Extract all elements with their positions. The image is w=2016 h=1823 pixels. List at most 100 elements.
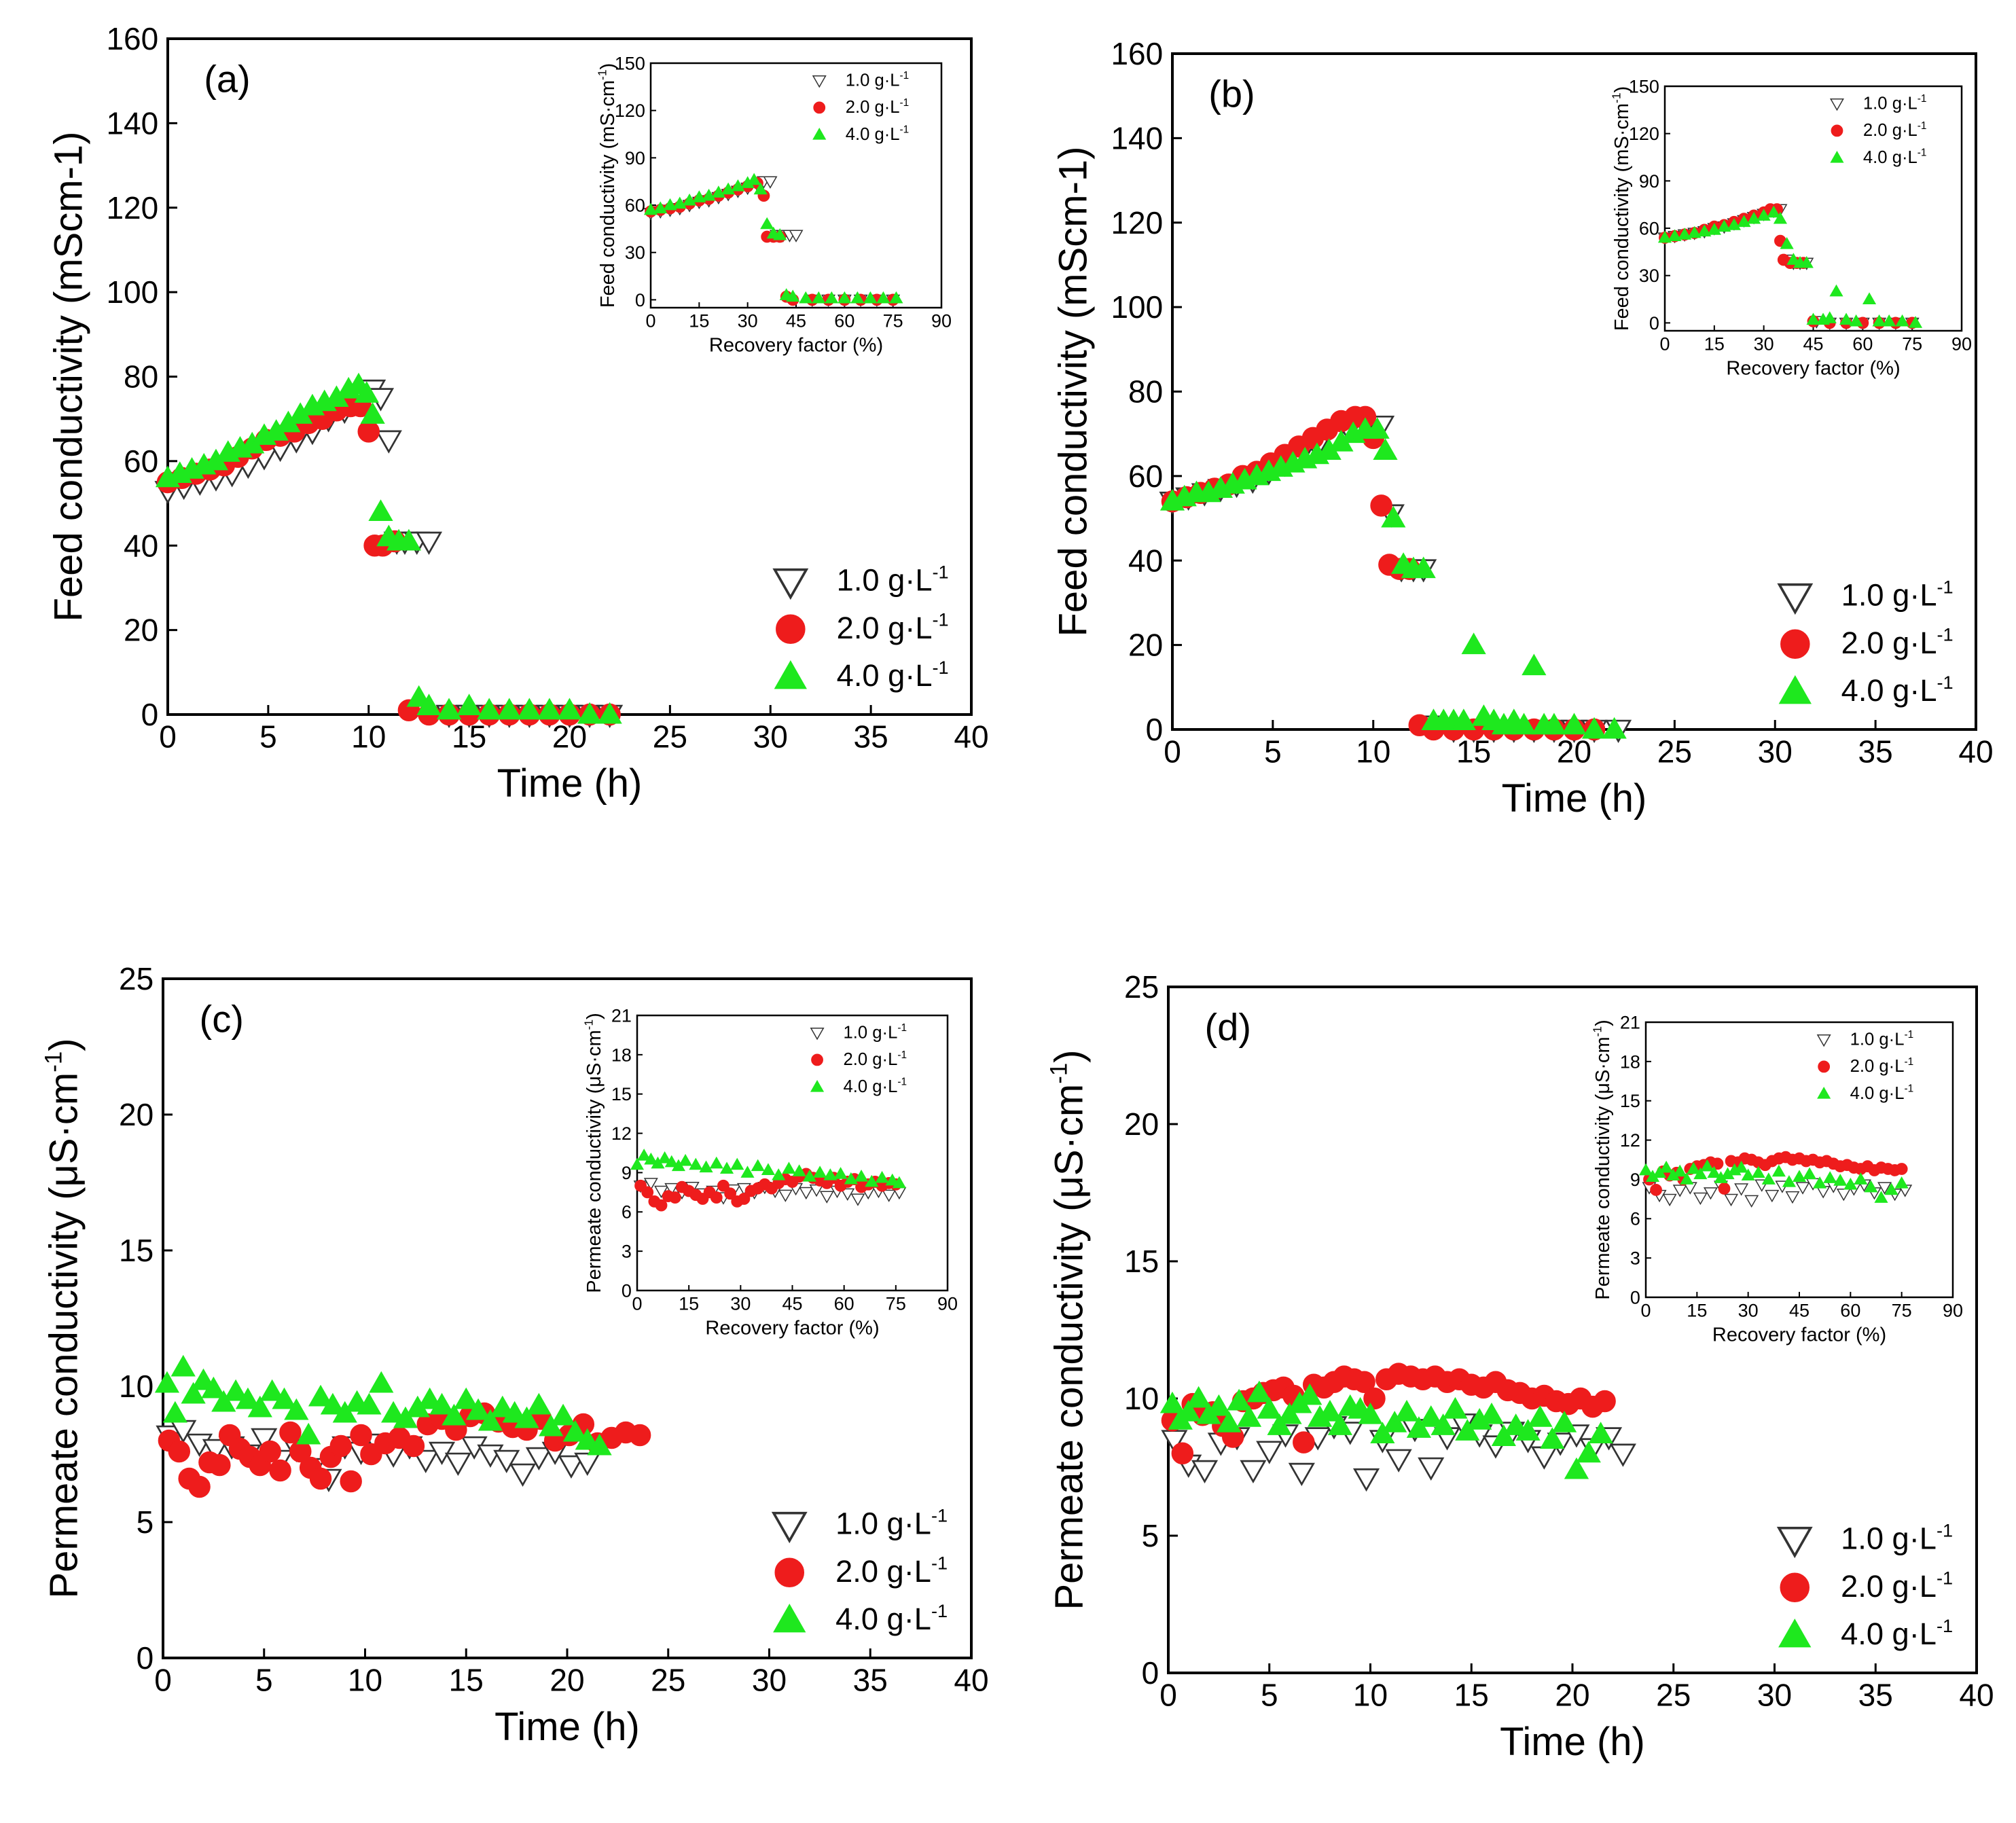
y-tick-label: 21: [1620, 1012, 1640, 1032]
legend-label-sup: -1: [900, 124, 910, 136]
y-tick-label: 40: [1128, 543, 1163, 578]
data-point: [643, 1178, 658, 1191]
data-point: [454, 1387, 479, 1409]
data-point: [792, 1164, 806, 1176]
legend-marker: [771, 1511, 808, 1544]
y-tick-label: 18: [611, 1045, 632, 1065]
legend-label-sup: -1: [1937, 1568, 1953, 1589]
data-point: [709, 1156, 723, 1169]
x-tick-label: 0: [632, 1293, 642, 1314]
legend-label-sup: -1: [1937, 1520, 1953, 1541]
legend-label: 1.0 g·L-1: [844, 1022, 907, 1042]
data-point: [1737, 215, 1751, 228]
data-point: [882, 1189, 897, 1202]
y-axis-label-sup: -1: [40, 1051, 67, 1072]
data-point: [772, 1168, 786, 1180]
data-point: [1799, 255, 1814, 268]
y-axis-label: Feed conductivity (mScm-1): [47, 132, 91, 622]
x-tick-label: 75: [886, 1293, 906, 1314]
y-tick-label: 9: [1630, 1170, 1640, 1190]
data-point: [717, 1179, 730, 1192]
data-point: [1171, 1442, 1194, 1465]
y-tick-label: 160: [1111, 36, 1163, 71]
data-point: [875, 1170, 889, 1183]
legend-label-text: 1.0 g·L: [846, 71, 900, 90]
data-point: [557, 698, 582, 720]
chart-c-inset: 0 15 30 45 60 75 90 0 3 6 9 12 15 18 21 Recovery factor…: [581, 1005, 958, 1339]
y-axis-label-text: Feed conductivity (mScm-1): [47, 132, 91, 622]
x-axis-label: Recovery factor (%): [1712, 1324, 1886, 1346]
y-tick-label: 30: [625, 242, 645, 263]
data-point: [429, 1392, 454, 1415]
y-tick-label: 100: [1111, 289, 1163, 325]
legend-label-text: 1.0 g·L: [844, 1023, 898, 1042]
x-tick-label: 15: [449, 1662, 484, 1697]
data-point: [259, 1379, 285, 1401]
x-tick-label: 45: [782, 1293, 802, 1314]
data-point: [332, 1401, 357, 1423]
y-tick-label: 6: [1630, 1209, 1640, 1229]
data-point: [162, 1401, 187, 1423]
x-axis-label: Recovery factor (%): [1726, 358, 1900, 380]
data-point: [876, 291, 890, 304]
x-tick-label: 10: [1353, 1677, 1388, 1712]
data-point: [235, 1387, 261, 1409]
data-point: [251, 1428, 278, 1451]
legend-label-sup: -1: [1918, 120, 1927, 132]
y-tick-label: 12: [611, 1123, 632, 1144]
legend-label: 4.0 g·L-1: [835, 1600, 948, 1636]
data-point: [1363, 1387, 1386, 1410]
legend-label-text: 1.0 g·L: [1841, 1521, 1937, 1556]
legend-marker: [812, 75, 827, 88]
y-tick-label: 3: [1630, 1248, 1640, 1269]
y-tick-label: 30: [1639, 266, 1659, 286]
legend-marker: [773, 1604, 806, 1633]
x-tick-label: 0: [645, 310, 655, 331]
legend-label: 1.0 g·L-1: [846, 70, 910, 90]
data-point: [1795, 1182, 1810, 1195]
y-axis-label-end: ): [1047, 1049, 1092, 1062]
data-point: [1707, 223, 1721, 235]
data-point: [653, 201, 668, 214]
y-tick-label: 20: [124, 613, 158, 648]
data-point: [393, 1406, 418, 1428]
data-point: [478, 1409, 503, 1431]
x-tick-label: 30: [1757, 1677, 1792, 1712]
data-point: [272, 1387, 297, 1409]
series-3: [643, 173, 903, 304]
data-point: [465, 1398, 491, 1420]
data-point: [655, 1199, 668, 1212]
y-axis-label-sup: -1: [581, 1019, 595, 1030]
legend-label: 4.0 g·L-1: [1841, 1615, 1953, 1651]
data-point: [502, 1401, 527, 1423]
x-tick-label: 15: [1454, 1677, 1489, 1712]
legend-label-sup: -1: [931, 1505, 948, 1526]
legend-label: 4.0 g·L-1: [837, 657, 949, 693]
x-tick-label: 60: [834, 310, 854, 331]
data-point: [247, 1395, 272, 1418]
data-point: [1877, 1182, 1892, 1195]
legend-marker: [810, 1028, 825, 1041]
legend-marker: [1816, 1034, 1831, 1047]
y-axis-label-text: Feed conductivity (mS·cm: [1611, 103, 1633, 331]
x-tick-label: 75: [1902, 333, 1922, 354]
legend-label-text: 4.0 g·L: [835, 1602, 931, 1636]
data-point: [1785, 1191, 1800, 1204]
data-point: [738, 1193, 751, 1205]
data-point: [710, 1191, 723, 1204]
data-point: [1551, 1411, 1577, 1432]
data-point: [1327, 1413, 1352, 1435]
y-axis-label-sup: -1: [1609, 93, 1623, 103]
data-point: [279, 1421, 302, 1444]
legend-marker: [1818, 1060, 1831, 1073]
data-point: [1803, 1167, 1817, 1180]
data-point: [668, 1191, 681, 1204]
data-point: [509, 1463, 537, 1487]
data-point: [202, 1439, 229, 1462]
data-point: [778, 1189, 793, 1202]
data-point: [368, 499, 393, 521]
data-point: [786, 289, 800, 302]
data-point: [1767, 205, 1781, 218]
legend-label-sup: -1: [897, 1022, 907, 1034]
data-point: [1418, 1405, 1443, 1427]
